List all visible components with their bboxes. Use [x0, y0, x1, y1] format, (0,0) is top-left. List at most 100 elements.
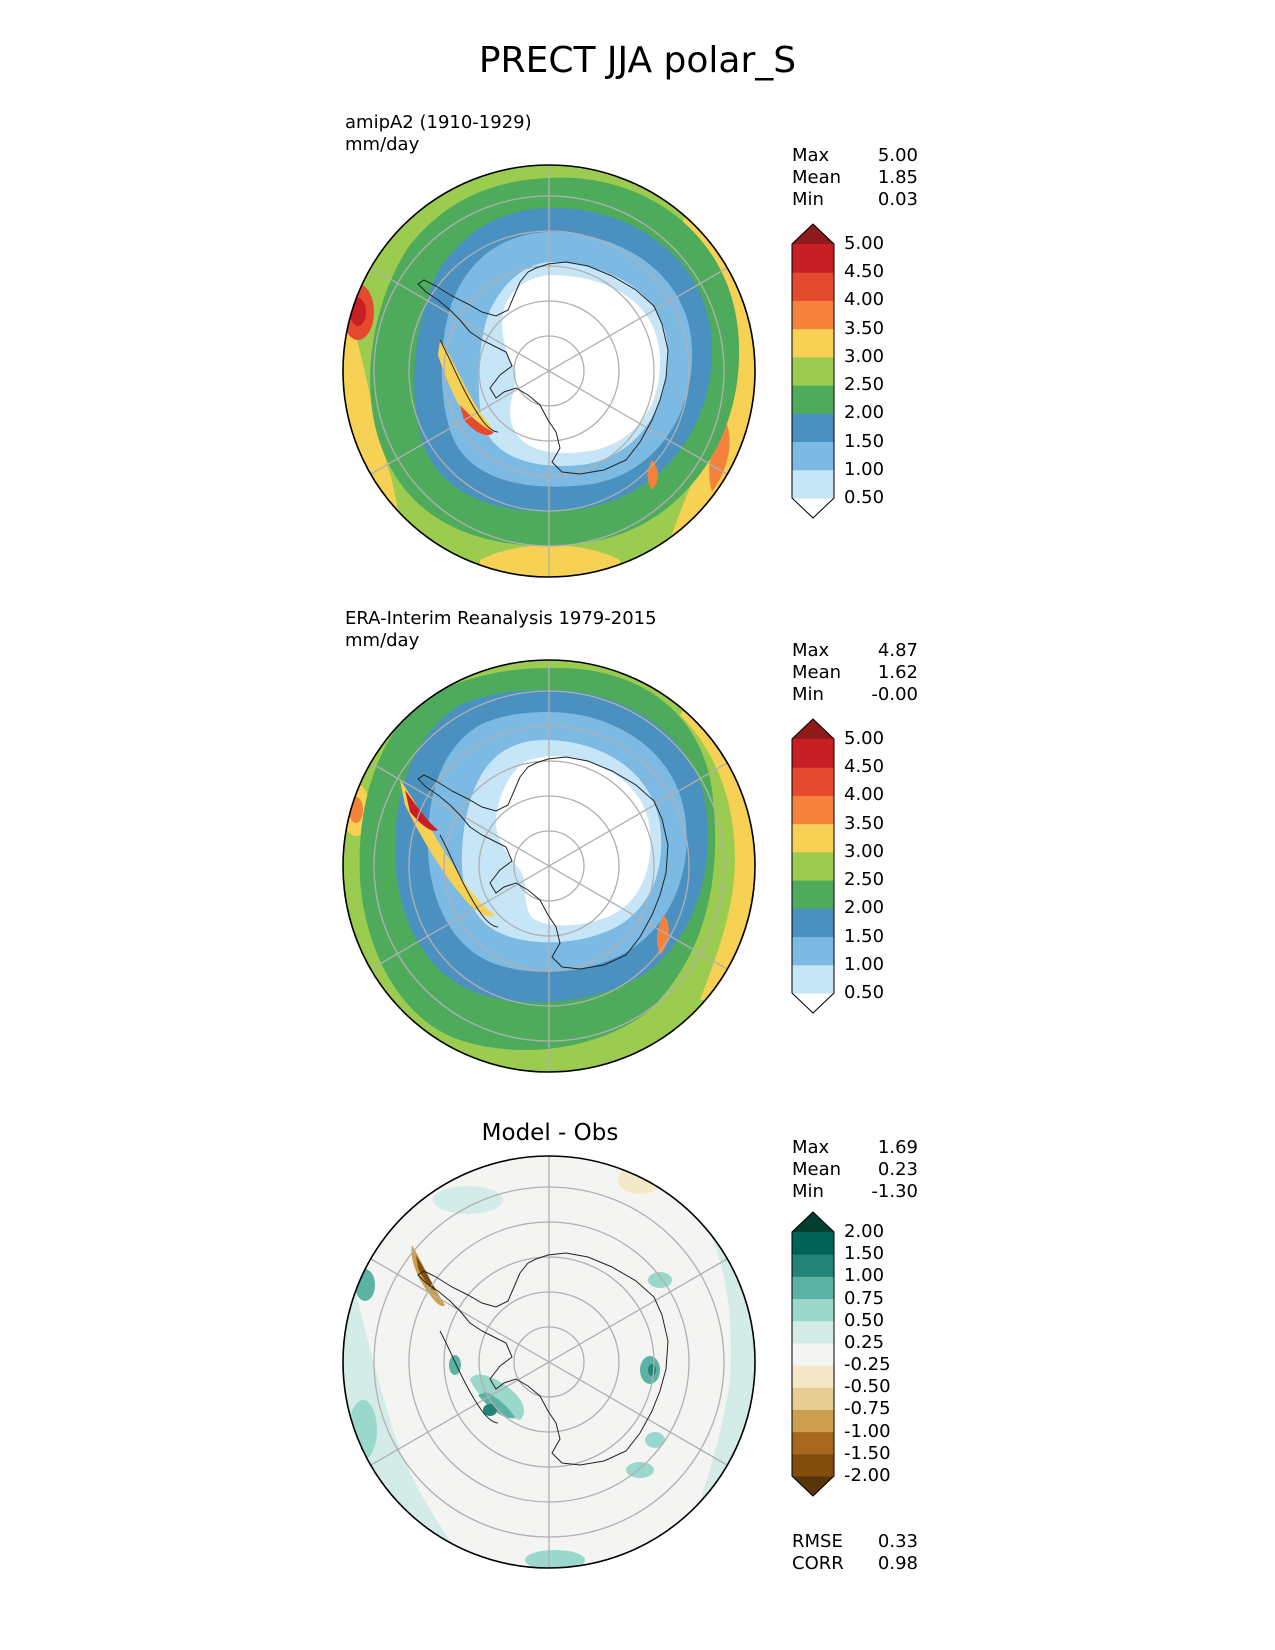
panel2-max-label: Max — [792, 640, 830, 661]
colorbar2 — [791, 718, 835, 1014]
colorbar2-tick-label: 2.00 — [844, 897, 885, 919]
panel3-max-value: 1.69 — [877, 1137, 918, 1158]
colorbar3-tick-label: -1.00 — [844, 1420, 891, 1442]
colorbar2-tick-label: 1.00 — [844, 953, 885, 975]
panel3-corr-label: CORR — [792, 1553, 844, 1574]
colorbar1-swatch — [792, 224, 834, 244]
colorbar3-swatch — [792, 1320, 834, 1344]
panel3-max-label: Max — [792, 1137, 830, 1158]
colorbar3-tick-label: -0.50 — [844, 1376, 891, 1398]
colorbar2-swatch — [792, 908, 834, 938]
panel1-mean-label: Mean — [792, 167, 842, 188]
panel3-mean-label: Mean — [792, 1159, 842, 1180]
colorbar3-tick-label: -0.75 — [844, 1398, 891, 1420]
colorbar2-tick-label: 4.50 — [844, 756, 885, 778]
panel1-max-value: 5.00 — [877, 145, 918, 166]
panel3-rmse-value: 0.33 — [877, 1531, 918, 1552]
colorbar2-swatch — [792, 993, 834, 1013]
panel3-mean-value: 0.23 — [877, 1159, 918, 1180]
figure-title: PRECT JJA polar_S — [478, 40, 797, 81]
colorbar2-swatch — [792, 936, 834, 966]
colorbar3-swatch — [792, 1409, 834, 1433]
panel2-mean-value: 1.62 — [877, 662, 918, 683]
colorbar3-swatch — [792, 1276, 834, 1300]
colorbar2-tick-label: 3.00 — [844, 840, 885, 862]
colorbar3-tick-label: -2.00 — [844, 1465, 891, 1486]
panel2-units: mm/day — [345, 630, 420, 651]
colorbar3-tick-label: 1.00 — [844, 1265, 885, 1287]
map2-precip — [342, 659, 756, 1073]
colorbar3-tick-label: 0.50 — [844, 1309, 885, 1331]
colorbar2-swatch — [792, 880, 834, 909]
panel2-min-value: -0.00 — [871, 684, 918, 705]
colorbar1-swatch — [792, 385, 834, 414]
colorbar1-swatch — [792, 328, 834, 358]
panel1-units: mm/day — [345, 134, 420, 155]
colorbar1-outline — [791, 223, 835, 519]
colorbar3-swatch — [792, 1232, 834, 1255]
colorbar2-swatch — [792, 851, 834, 881]
colorbar3-outline — [791, 1211, 835, 1497]
colorbar2-swatch — [792, 795, 834, 825]
colorbar3-tick-label: 0.75 — [844, 1287, 885, 1309]
colorbar1-tick-label: 4.00 — [844, 289, 885, 311]
colorbar3-swatch — [792, 1476, 834, 1496]
colorbar1-swatch — [792, 300, 834, 330]
colorbar1-swatch — [792, 356, 834, 386]
panel2-mean-label: Mean — [792, 662, 842, 683]
panel1-mean-value: 1.85 — [877, 167, 918, 188]
colorbar2-tick-label: 0.50 — [844, 982, 885, 1003]
colorbar2-outline — [791, 718, 835, 1014]
colorbar1 — [791, 223, 835, 519]
map1-precip — [342, 164, 756, 578]
panel3-corr-value: 0.98 — [877, 1553, 918, 1574]
colorbar3-tick-label: -1.50 — [844, 1442, 891, 1464]
colorbar3-tick-label: 2.00 — [844, 1221, 885, 1242]
colorbar2-tick-label: 2.50 — [844, 869, 885, 891]
panel2-case-name: ERA-Interim Reanalysis 1979-2015 — [345, 608, 657, 629]
colorbar2-tick-label: 4.00 — [844, 784, 885, 806]
colorbar1-swatch — [792, 413, 834, 443]
colorbar3-swatch — [792, 1365, 834, 1388]
colorbar2-tick-label: 3.50 — [844, 812, 885, 834]
colorbar3 — [791, 1211, 835, 1497]
colorbar2-swatch — [792, 719, 834, 739]
colorbar2-swatch — [792, 739, 834, 768]
colorbar1-tick-label: 3.50 — [844, 317, 885, 339]
panel1-title: amipA2 (1910-1929) mm/day — [345, 112, 532, 156]
colorbar3-swatch — [792, 1387, 834, 1410]
colorbar1-tick-label: 5.00 — [844, 233, 885, 254]
colorbar1-swatch — [792, 244, 834, 273]
colorbar2-swatch — [792, 823, 834, 853]
panel2-title: ERA-Interim Reanalysis 1979-2015 mm/day — [345, 608, 657, 652]
panel2-max-value: 4.87 — [877, 640, 918, 661]
colorbar3-tick-label: -0.25 — [844, 1354, 891, 1376]
colorbar3-tick-label: 1.50 — [844, 1243, 885, 1265]
colorbar1-tick-label: 2.00 — [844, 402, 885, 424]
colorbar3-swatch — [792, 1431, 834, 1455]
colorbar1-tick-label: 1.00 — [844, 458, 885, 480]
colorbar1-tick-label: 2.50 — [844, 374, 885, 396]
colorbar1-swatch — [792, 469, 834, 499]
panel2-min-label: Min — [792, 684, 824, 705]
colorbar2-swatch — [792, 964, 834, 994]
panel1-min-label: Min — [792, 189, 824, 210]
colorbar3-swatch — [792, 1212, 834, 1232]
panel3-title: Model - Obs — [481, 1120, 619, 1146]
colorbar1-swatch — [792, 441, 834, 471]
colorbar1-tick-label: 0.50 — [844, 487, 885, 508]
panel3-min-label: Min — [792, 1181, 824, 1202]
colorbar2-tick-label: 5.00 — [844, 728, 885, 749]
panel1-min-value: 0.03 — [877, 189, 918, 210]
panel1-case-name: amipA2 (1910-1929) — [345, 112, 532, 133]
colorbar1-swatch — [792, 498, 834, 518]
panel1-max-label: Max — [792, 145, 830, 166]
colorbar3-swatch — [792, 1453, 834, 1477]
colorbar1-tick-label: 4.50 — [844, 261, 885, 283]
colorbar1-tick-label: 1.50 — [844, 430, 885, 452]
panel3-rmse-label: RMSE — [792, 1531, 843, 1552]
map3-difference — [342, 1155, 756, 1569]
colorbar3-swatch — [792, 1342, 834, 1366]
colorbar3-swatch — [792, 1254, 834, 1277]
colorbar1-tick-label: 3.00 — [844, 345, 885, 367]
